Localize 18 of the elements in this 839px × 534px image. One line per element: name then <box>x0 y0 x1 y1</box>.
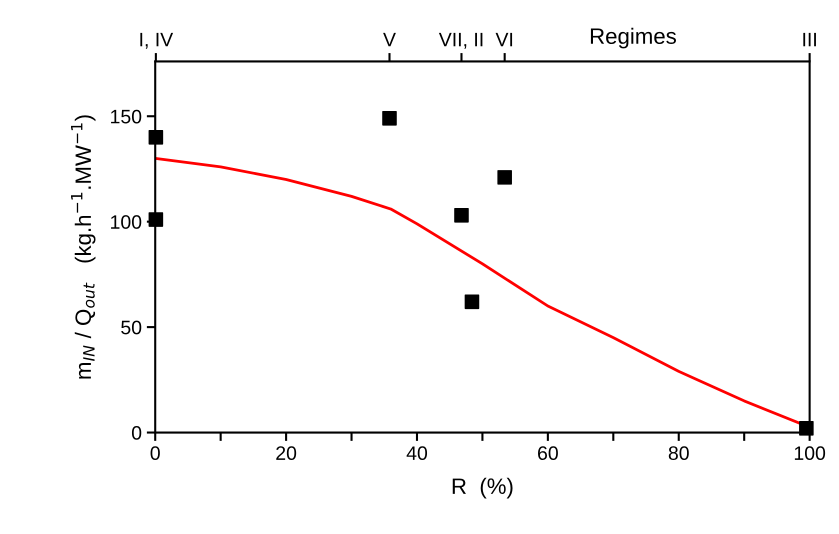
x-axis-title: R (%) <box>452 478 513 498</box>
annotation: VI <box>496 32 512 46</box>
y-tick-label: 100 <box>111 215 142 229</box>
annotation: I, IV <box>140 32 174 49</box>
annotation: V <box>383 32 396 46</box>
x-tick-label: 0 <box>150 446 160 460</box>
x-tick-label: 20 <box>276 446 296 460</box>
y-tick-label: 0 <box>132 426 142 440</box>
x-tick-label: 80 <box>668 446 689 460</box>
annotation: VII, II <box>438 32 482 49</box>
y-tick-label: 150 <box>111 110 142 124</box>
annotation: III <box>803 32 816 46</box>
x-tick-label: 60 <box>538 446 558 460</box>
text: Regimes <box>590 28 676 48</box>
y-tick-label: 50 <box>121 320 142 334</box>
text: m$_{IN}$ / Q$_{out}$ (kg.h$^{−1}$.MW$^{−1}$) <box>71 115 96 379</box>
x-tick-label: 100 <box>794 446 826 460</box>
x-tick-label: 40 <box>406 446 428 460</box>
